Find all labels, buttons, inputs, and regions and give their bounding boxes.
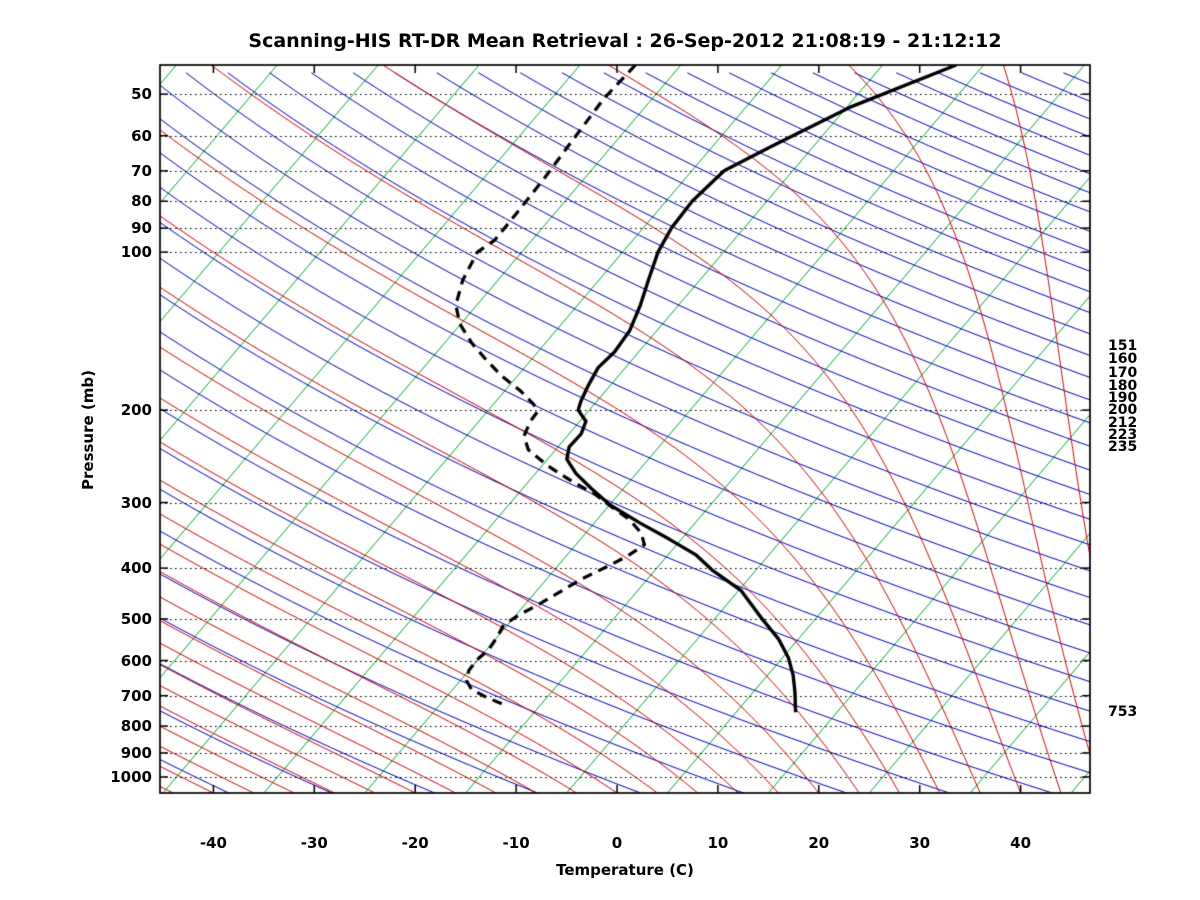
- temperature-tick--20: -20: [401, 834, 429, 852]
- right-pressure-label-151: 151: [1108, 338, 1138, 355]
- pressure-tick-700: 700: [120, 686, 152, 705]
- temperature-tick-0: 0: [611, 834, 623, 852]
- temperature-tick-30: 30: [909, 834, 931, 852]
- pressure-tick-900: 900: [120, 743, 152, 762]
- pressure-tick-300: 300: [120, 493, 152, 512]
- temperature-tick-40: 40: [1010, 834, 1032, 852]
- temperature-tick--10: -10: [502, 834, 530, 852]
- pressure-tick-80: 80: [131, 192, 152, 211]
- pressure-tick-90: 90: [131, 219, 152, 238]
- right-pressure-label-235: 235: [1108, 438, 1138, 455]
- pressure-tick-1000: 1000: [110, 767, 152, 786]
- right-pressure-label-180: 180: [1108, 378, 1138, 395]
- pressure-tick-70: 70: [131, 161, 152, 180]
- temperature-tick--40: -40: [199, 834, 227, 852]
- pressure-tick-400: 400: [120, 559, 152, 578]
- right-pressure-label-223: 223: [1108, 426, 1138, 443]
- pressure-tick-100: 100: [120, 243, 152, 262]
- right-pressure-label-200: 200: [1108, 402, 1138, 419]
- temperature-tick--30: -30: [300, 834, 328, 852]
- pressure-tick-50: 50: [131, 85, 152, 104]
- right-pressure-label-170: 170: [1108, 365, 1138, 382]
- x-axis-label: Temperature (C): [556, 861, 694, 879]
- pressure-tick-500: 500: [120, 609, 152, 628]
- right-pressure-label-753: 753: [1108, 704, 1138, 721]
- right-pressure-label-160: 160: [1108, 351, 1138, 368]
- pressure-tick-600: 600: [120, 651, 152, 670]
- pressure-tick-60: 60: [131, 126, 152, 145]
- y-axis-label: Pressure (mb): [79, 370, 97, 490]
- temperature-tick-10: 10: [707, 834, 729, 852]
- pressure-tick-800: 800: [120, 717, 152, 736]
- right-pressure-label-190: 190: [1108, 390, 1138, 407]
- temperature-tick-20: 20: [808, 834, 830, 852]
- chart-title: Scanning-HIS RT-DR Mean Retrieval : 26-S…: [248, 30, 1002, 52]
- right-pressure-label-212: 212: [1108, 415, 1138, 432]
- pressure-tick-200: 200: [120, 401, 152, 420]
